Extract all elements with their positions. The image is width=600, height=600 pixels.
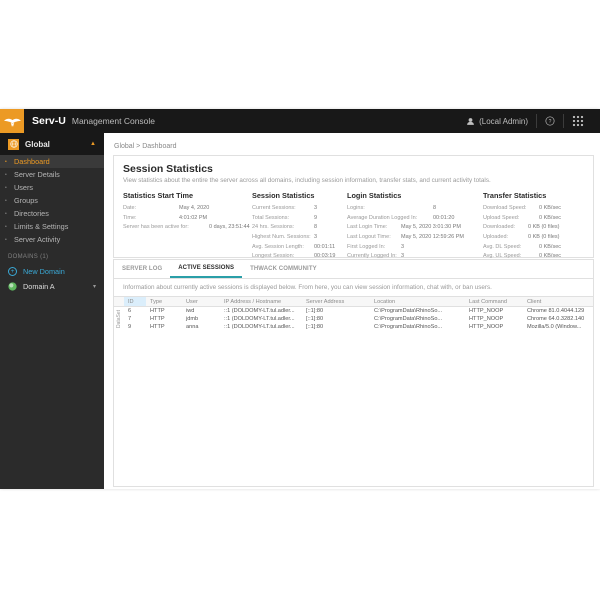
svg-text:?: ? — [549, 119, 552, 125]
